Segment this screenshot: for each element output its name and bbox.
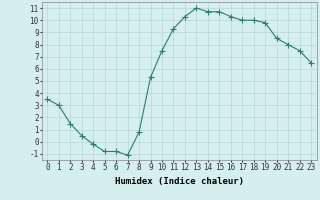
X-axis label: Humidex (Indice chaleur): Humidex (Indice chaleur): [115, 177, 244, 186]
